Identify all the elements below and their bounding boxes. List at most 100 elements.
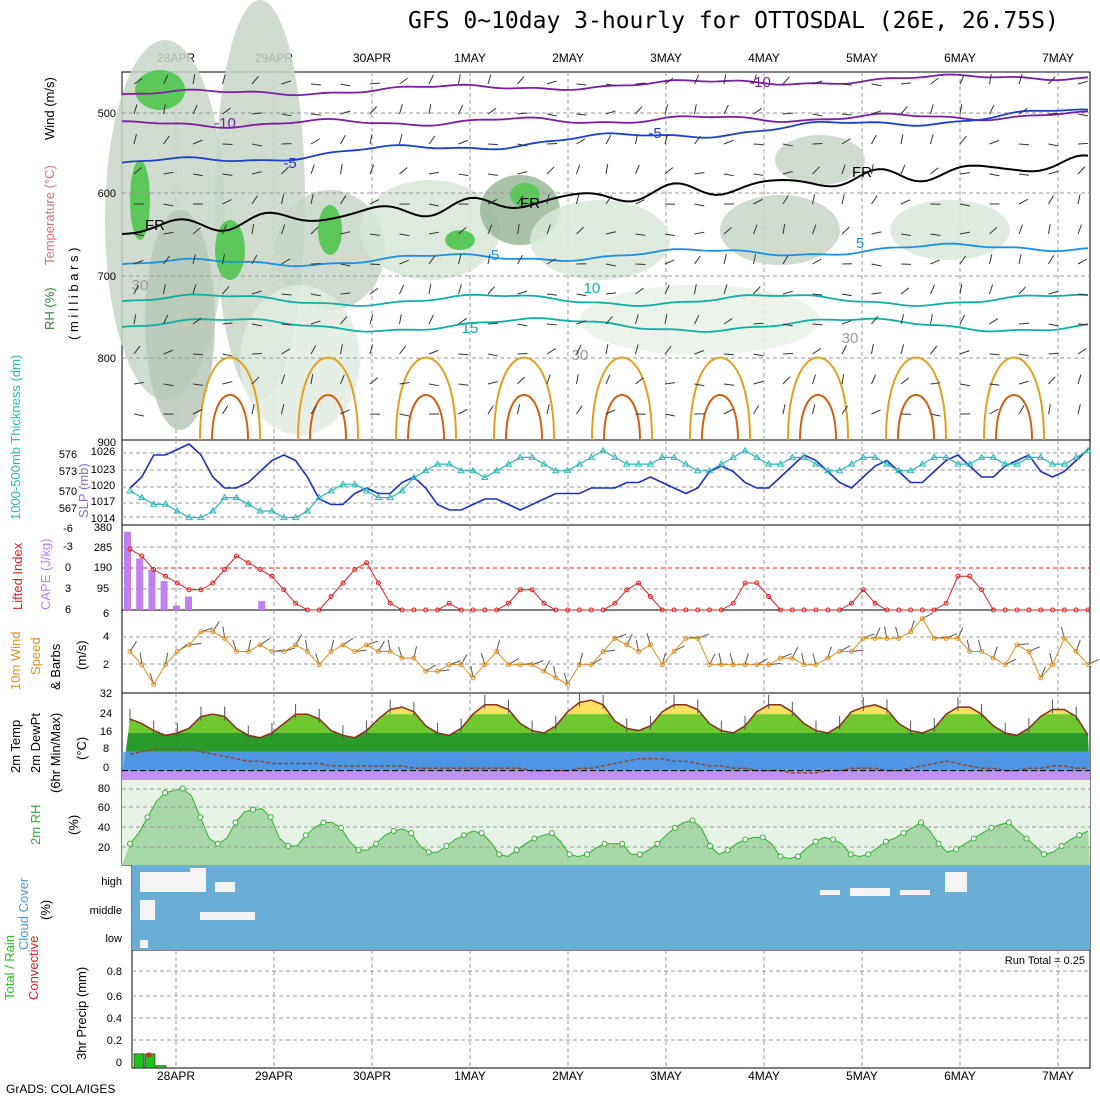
thickness-point <box>563 466 572 474</box>
thickness-point <box>575 460 584 467</box>
wind-barb <box>281 224 286 235</box>
wind-barb <box>251 112 262 115</box>
wind-barb <box>841 164 846 175</box>
wind-barb <box>605 195 612 205</box>
rh-shade <box>890 200 1010 260</box>
press-ytick-left: 570 <box>59 486 77 498</box>
precip-ylabel-unit: 3hr Precip (mm) <box>74 967 89 1060</box>
wind-point <box>683 635 689 641</box>
wind-barb <box>251 376 260 385</box>
wind-barb <box>369 82 381 85</box>
wind-barb <box>782 323 793 327</box>
thickness-point <box>398 486 406 494</box>
thickness-point <box>1084 446 1092 454</box>
wind-barb <box>517 171 528 175</box>
wind-barb <box>959 231 970 235</box>
li-point <box>967 573 973 579</box>
wind-barb <box>399 104 403 115</box>
wind-barb <box>753 380 764 385</box>
wind-barb <box>959 350 970 355</box>
temp-subzero-band <box>122 770 1090 780</box>
rh-high-shade <box>318 205 342 255</box>
wind-barb <box>605 374 611 385</box>
rh-point <box>373 840 380 847</box>
li-point <box>647 594 653 599</box>
thickness-point <box>492 466 501 474</box>
li-point <box>245 560 251 566</box>
rh-point <box>601 840 608 847</box>
wind-barb <box>782 76 791 85</box>
li-point <box>919 607 925 613</box>
wind-barb <box>782 171 793 175</box>
rh-point <box>953 846 960 853</box>
thickness-point <box>1024 453 1033 460</box>
isotherm-warm <box>591 356 653 441</box>
li-point <box>1073 607 1079 613</box>
wind-barb <box>576 344 582 355</box>
thickness-point <box>149 500 158 507</box>
press-ytick-right: 1023 <box>91 464 115 476</box>
wind-barb <box>871 315 879 325</box>
li-point <box>860 587 866 593</box>
wind-barb <box>163 231 174 235</box>
wind-barb <box>930 233 941 237</box>
date-label-top: 1MAY <box>454 51 486 65</box>
wind-barb <box>694 284 697 295</box>
wind-speed-line <box>129 617 1089 686</box>
wind-point <box>884 635 890 641</box>
thickness-point <box>232 493 241 501</box>
wind-barb <box>812 80 823 85</box>
wind-barb <box>163 284 166 295</box>
cape-bar <box>160 580 168 610</box>
wind-barb <box>812 194 816 205</box>
thickness-point <box>457 466 466 474</box>
wind-barb <box>605 231 616 235</box>
wind-barb <box>1077 113 1088 117</box>
wind-point <box>848 649 854 654</box>
chart-title: GFS 0~10day 3-hourly for OTTOSDAL (26E, … <box>408 8 1059 34</box>
wind-barb <box>989 318 999 325</box>
ylabel-li: Lifted Index <box>10 542 25 610</box>
rh-point <box>197 814 204 821</box>
wind-barb <box>281 404 285 415</box>
wind-barb <box>753 198 763 205</box>
wind-barb <box>635 164 640 175</box>
wind-barb <box>989 408 999 415</box>
contour-label: 30 <box>842 330 859 347</box>
wind-barb <box>1048 352 1059 355</box>
li-point <box>269 573 275 579</box>
thickness-point <box>528 453 537 460</box>
wind-barb <box>192 173 203 177</box>
wind-barb <box>664 284 670 295</box>
thickness-point <box>717 460 726 467</box>
wind-point <box>813 662 819 668</box>
rh-point <box>337 824 344 831</box>
upper-ytick: 500 <box>98 108 116 120</box>
wind-barb <box>871 195 878 205</box>
wind-barb <box>281 258 291 265</box>
li-point <box>517 587 523 593</box>
isotherm-hot <box>211 394 249 441</box>
wind-barb <box>340 409 350 415</box>
wind-barb <box>281 374 286 385</box>
wind-barb <box>517 143 528 147</box>
wind-point <box>624 642 630 648</box>
isotherm-hot <box>309 394 347 441</box>
wind-point <box>352 649 358 654</box>
contour-label: FR <box>852 164 872 181</box>
wind-barb <box>605 83 616 87</box>
ylabel-temp-c: (6hr Min/Max) <box>48 713 63 793</box>
wind-barb <box>989 353 1000 356</box>
thickness-point <box>185 513 194 521</box>
wind-ylabel-c: & Barbs <box>48 643 63 690</box>
rh-point <box>935 840 942 847</box>
thickness-point <box>445 460 454 467</box>
thickness-line <box>129 450 1089 519</box>
wind-barb <box>222 143 233 146</box>
wind-point <box>233 649 239 654</box>
wind-barb <box>133 259 144 265</box>
thickness-point <box>658 453 667 460</box>
wind-barb <box>959 383 970 387</box>
rh-point <box>460 832 467 839</box>
wind-barb <box>605 134 612 145</box>
